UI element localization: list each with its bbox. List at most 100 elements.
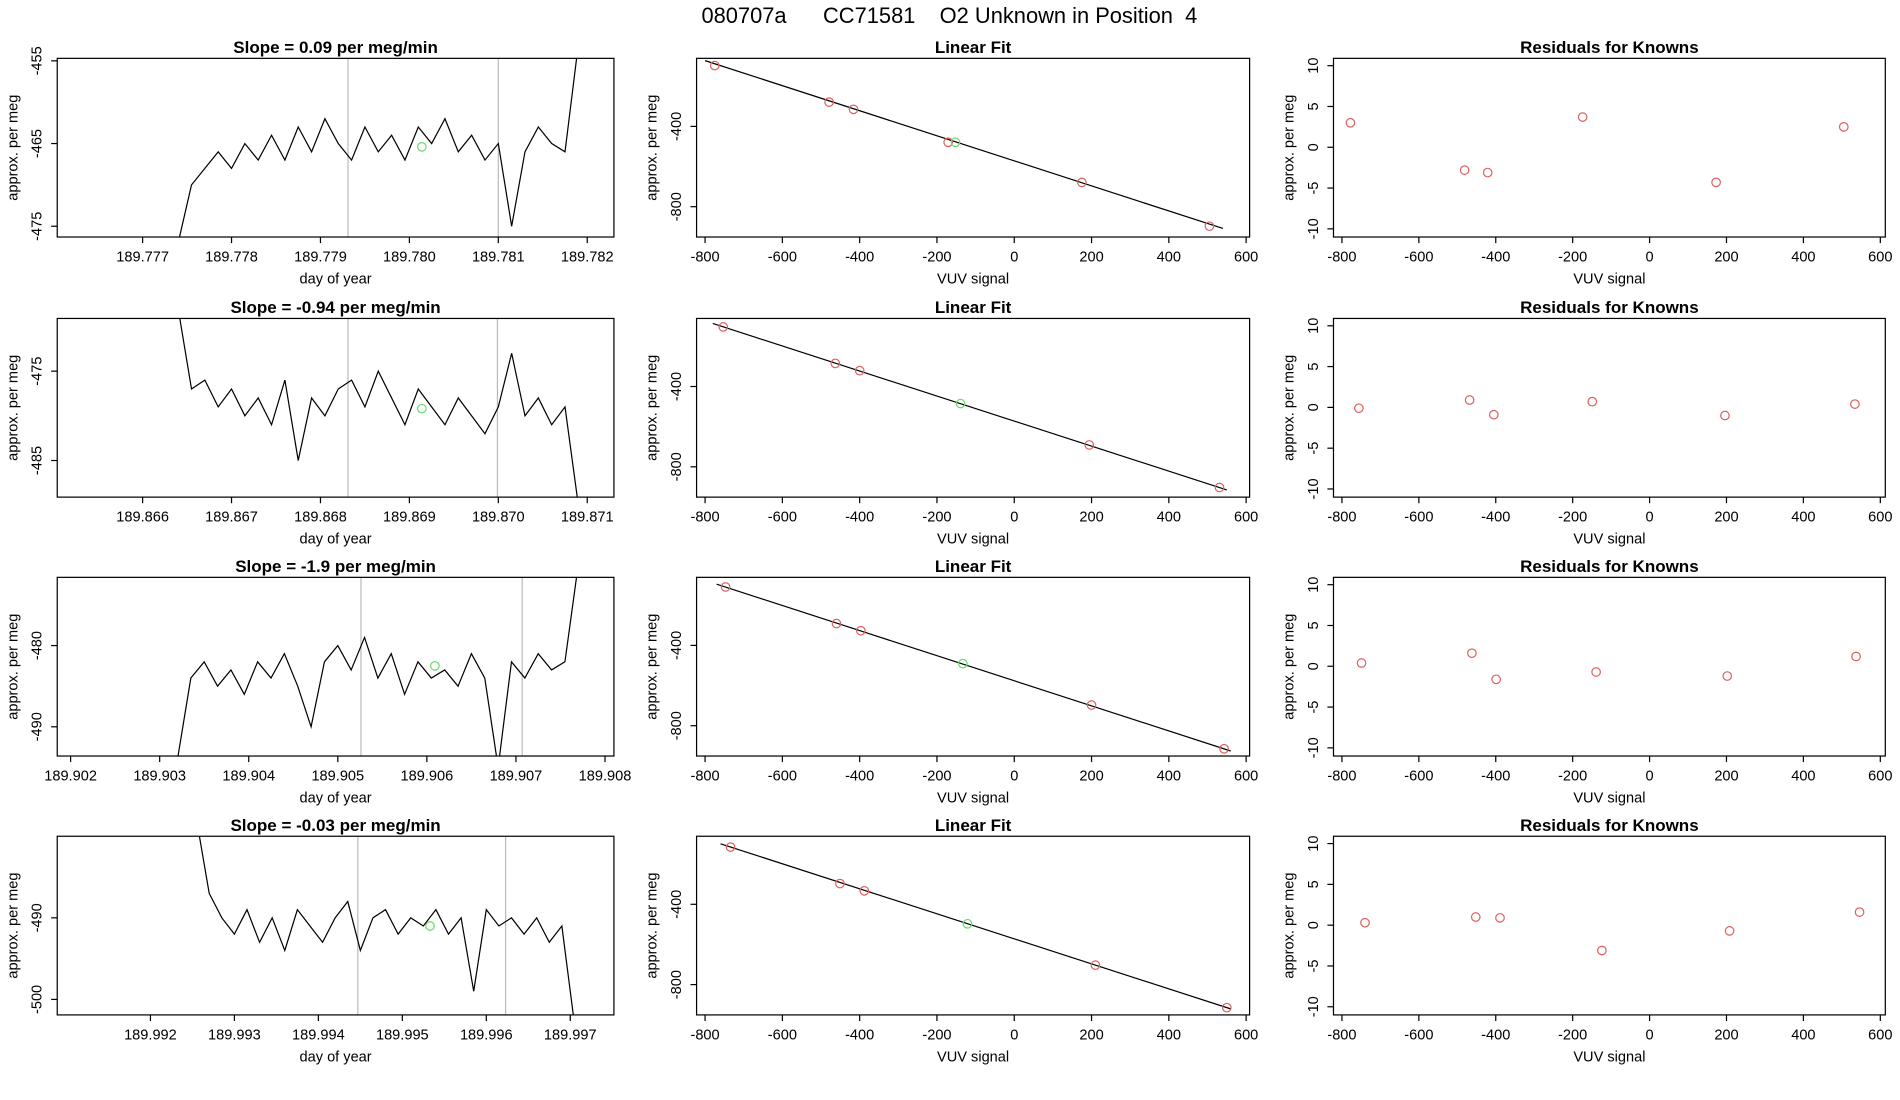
- x-axis-label: VUV signal: [937, 790, 1009, 806]
- page-title: 080707a CC71581 O2 Unknown in Position 4: [701, 3, 1197, 28]
- x-tick-label: 189.781: [472, 250, 525, 266]
- point: [1577, 112, 1588, 122]
- y-axis-label: approx. per meg: [645, 873, 661, 979]
- x-tick-label: 189.869: [383, 510, 436, 526]
- x-tick-label: 189.868: [294, 510, 347, 526]
- y-axis-label: approx. per meg: [5, 873, 21, 979]
- fit-line: [716, 583, 1231, 752]
- y-tick-label: 0: [1306, 143, 1322, 151]
- x-tick-label: -200: [922, 769, 951, 785]
- x-tick-label: 400: [1791, 769, 1815, 785]
- y-tick-label: 10: [1306, 318, 1322, 334]
- x-tick-label: 189.871: [561, 510, 614, 526]
- x-tick-label: 189.782: [561, 250, 614, 266]
- y-tick-label: -5: [1306, 442, 1322, 455]
- y-tick-label: 10: [1306, 58, 1322, 74]
- plot-frame: [1332, 317, 1886, 498]
- y-tick-label: 5: [1306, 363, 1322, 371]
- point: [950, 137, 961, 148]
- point: [1345, 117, 1356, 128]
- x-axis-label: day of year: [300, 790, 372, 806]
- x-tick-label: -200: [922, 250, 951, 266]
- y-tick-label: -10: [1306, 996, 1322, 1017]
- y-tick-label: 5: [1306, 621, 1322, 629]
- x-tick-label: 200: [1714, 1027, 1738, 1043]
- x-tick-label: 600: [1868, 510, 1892, 526]
- plot-frame: [56, 317, 615, 498]
- x-tick-label: 200: [1714, 510, 1738, 526]
- y-axis-label: approx. per meg: [645, 95, 661, 201]
- point: [1353, 403, 1364, 414]
- x-tick-label: -400: [1481, 1027, 1510, 1043]
- x-tick-label: 189.905: [311, 769, 364, 785]
- panel-title: Residuals for Knowns: [1520, 38, 1699, 57]
- x-tick-label: 0: [1646, 510, 1654, 526]
- point: [1470, 912, 1481, 922]
- x-tick-label: 189.995: [376, 1027, 429, 1043]
- plot-frame: [695, 576, 1251, 757]
- x-tick-label: 600: [1234, 250, 1258, 266]
- panel-title: Slope = -0.03 per meg/min: [230, 816, 440, 835]
- x-axis-label: VUV signal: [1573, 271, 1645, 287]
- x-tick-label: 0: [1010, 1027, 1018, 1043]
- point: [1722, 671, 1733, 681]
- y-tick-label: 10: [1306, 835, 1322, 851]
- series-line: [179, 318, 578, 498]
- x-tick-label: 189.992: [124, 1027, 177, 1043]
- x-tick-label: 600: [1868, 250, 1892, 266]
- plot-frame: [56, 57, 615, 238]
- plot-frame: [1332, 576, 1886, 757]
- y-tick-label: -800: [669, 711, 685, 740]
- point: [1204, 221, 1215, 232]
- x-tick-label: 189.907: [490, 769, 543, 785]
- x-tick-label: 200: [1714, 250, 1738, 266]
- y-tick-label: -5: [1306, 182, 1322, 195]
- point: [1854, 907, 1865, 917]
- y-tick-label: -465: [30, 129, 46, 158]
- x-tick-label: -400: [845, 250, 874, 266]
- point: [1084, 440, 1095, 450]
- y-tick-label: -400: [669, 112, 685, 141]
- point: [962, 918, 973, 929]
- x-tick-label: -600: [768, 1027, 797, 1043]
- x-tick-label: 400: [1791, 1027, 1815, 1043]
- x-tick-label: 200: [1079, 1027, 1103, 1043]
- x-axis-label: VUV signal: [937, 271, 1009, 287]
- x-tick-label: 0: [1010, 250, 1018, 266]
- panel-title: Linear Fit: [935, 38, 1012, 57]
- x-tick-label: -800: [1327, 510, 1356, 526]
- fit-line: [720, 843, 1231, 1010]
- y-tick-label: -10: [1306, 218, 1322, 239]
- x-tick-label: -600: [768, 250, 797, 266]
- x-tick-label: -200: [1558, 769, 1587, 785]
- y-axis-label: approx. per meg: [5, 95, 21, 201]
- point: [1597, 945, 1607, 956]
- panel-title: Linear Fit: [935, 816, 1012, 835]
- x-tick-label: 189.777: [116, 250, 169, 266]
- y-tick-label: 0: [1306, 921, 1322, 929]
- point: [1464, 395, 1475, 405]
- x-tick-label: 189.902: [44, 769, 97, 785]
- point: [855, 625, 866, 636]
- y-tick-label: 0: [1306, 403, 1322, 411]
- y-tick-label: -10: [1306, 737, 1322, 758]
- x-tick-label: -800: [1327, 250, 1356, 266]
- x-axis-label: VUV signal: [1573, 532, 1645, 548]
- x-tick-label: 189.993: [208, 1027, 261, 1043]
- y-tick-label: -800: [669, 970, 685, 999]
- point: [1724, 926, 1735, 936]
- x-tick-label: -200: [1558, 510, 1587, 526]
- x-tick-label: -800: [690, 510, 719, 526]
- point: [1587, 396, 1598, 407]
- plot-frame: [56, 835, 615, 1016]
- x-axis-label: day of year: [300, 1049, 372, 1065]
- y-axis-label: approx. per meg: [1282, 614, 1298, 720]
- point: [1851, 651, 1861, 662]
- x-tick-label: 600: [1868, 1027, 1892, 1043]
- y-tick-label: 5: [1306, 102, 1322, 110]
- y-tick-label: -10: [1306, 478, 1322, 499]
- point: [1360, 917, 1370, 928]
- x-axis-label: day of year: [300, 271, 372, 287]
- x-axis-label: VUV signal: [1573, 790, 1645, 806]
